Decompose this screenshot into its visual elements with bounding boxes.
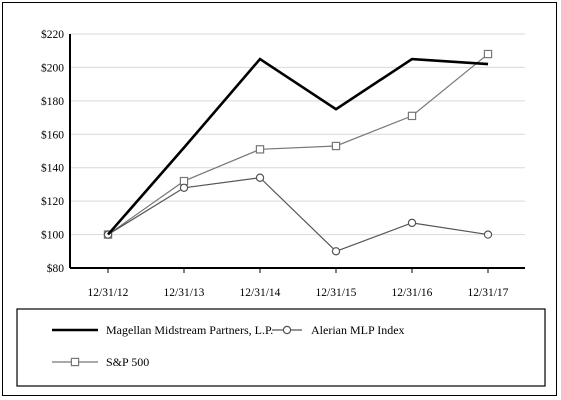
legend-label: Alerian MLP Index bbox=[311, 323, 405, 337]
x-tick-label: 12/31/15 bbox=[316, 287, 357, 299]
data-point bbox=[255, 173, 265, 182]
legend-marker bbox=[282, 325, 292, 335]
series-0 bbox=[107, 57, 489, 236]
legend-box bbox=[16, 308, 546, 387]
gridlines bbox=[70, 33, 525, 236]
legend-label: Magellan Midstream Partners, L.P. bbox=[106, 323, 273, 337]
series-1 bbox=[103, 173, 493, 256]
data-point bbox=[483, 230, 493, 239]
y-tick-label: $180 bbox=[41, 95, 64, 108]
data-point bbox=[331, 141, 341, 151]
x-tick-label: 12/31/16 bbox=[392, 287, 433, 299]
x-tick-label: 12/31/14 bbox=[240, 287, 281, 299]
data-point bbox=[483, 49, 493, 59]
legend: Magellan Midstream Partners, L.P. Alerian… bbox=[16, 308, 546, 387]
data-point bbox=[255, 145, 265, 154]
chart-frame bbox=[2, 2, 557, 396]
y-tick-label: $160 bbox=[41, 128, 64, 141]
series-line bbox=[107, 177, 489, 252]
y-tick-label: $200 bbox=[41, 61, 64, 74]
data-point bbox=[179, 183, 189, 192]
series-line bbox=[107, 53, 489, 236]
y-tick-label: $80 bbox=[47, 262, 65, 275]
x-tick-label: 12/31/13 bbox=[164, 287, 205, 299]
legend-label: S&P 500 bbox=[106, 355, 149, 369]
y-tick-label: $220 bbox=[41, 28, 64, 41]
series-line bbox=[107, 57, 489, 236]
series-2 bbox=[103, 49, 493, 239]
y-tick-label: $140 bbox=[41, 162, 64, 175]
x-tick-label: 12/31/17 bbox=[468, 287, 509, 299]
data-point bbox=[331, 247, 341, 256]
legend-marker bbox=[70, 357, 80, 367]
data-point bbox=[407, 218, 417, 228]
y-tick-label: $120 bbox=[41, 195, 64, 208]
data-point bbox=[407, 111, 417, 121]
x-tick-label: 12/31/12 bbox=[88, 287, 129, 299]
y-tick-label: $100 bbox=[41, 229, 64, 242]
